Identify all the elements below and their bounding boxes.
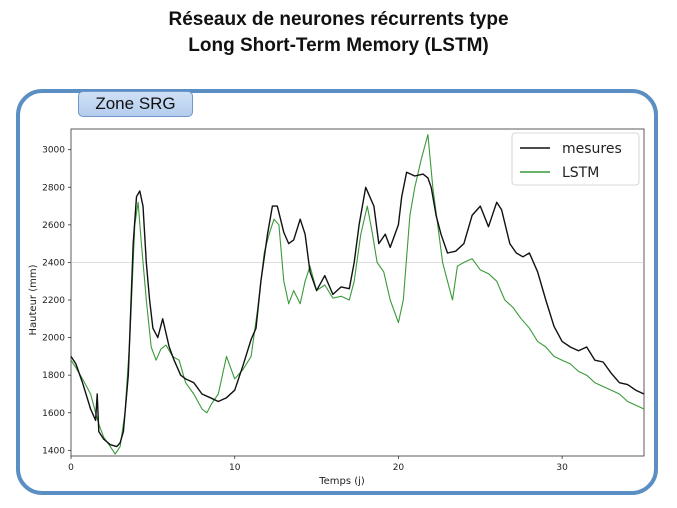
slide-title-line2: Long Short-Term Memory (LSTM) (188, 35, 489, 56)
zone-label: Zone SRG (78, 91, 193, 117)
legend-label-lstm: LSTM (562, 165, 599, 181)
legend-label-mesures: mesures (562, 141, 622, 157)
y-tick-label: 1800 (42, 371, 65, 381)
series-line-lstm (70, 134, 645, 455)
y-tick-label: 3000 (42, 146, 65, 156)
y-tick-label: 2600 (42, 221, 65, 231)
y-tick-label: 2400 (42, 258, 65, 268)
y-tick-label: 1600 (42, 409, 65, 419)
plot-area: 1400 1600 1800 2000 2200 2400 2600 2800 3000 0 10 2… (42, 128, 645, 473)
slide-title-line1: Réseaux de neurones récurrents type (168, 9, 509, 30)
y-tick-label: 2200 (42, 296, 65, 306)
x-tick-label: 0 (68, 463, 74, 473)
y-axis-label: Hauteur (mm) (28, 264, 39, 335)
y-tick-label: 1400 (42, 446, 65, 456)
series-line-mesures (70, 171, 645, 448)
x-tick-label: 10 (229, 463, 241, 473)
x-axis-label: Temps (j) (318, 476, 365, 487)
y-tick-label: 2800 (42, 183, 65, 193)
x-tick-label: 30 (556, 463, 568, 473)
y-tick-label: 2000 (42, 334, 65, 344)
x-tick-label: 20 (393, 463, 405, 473)
